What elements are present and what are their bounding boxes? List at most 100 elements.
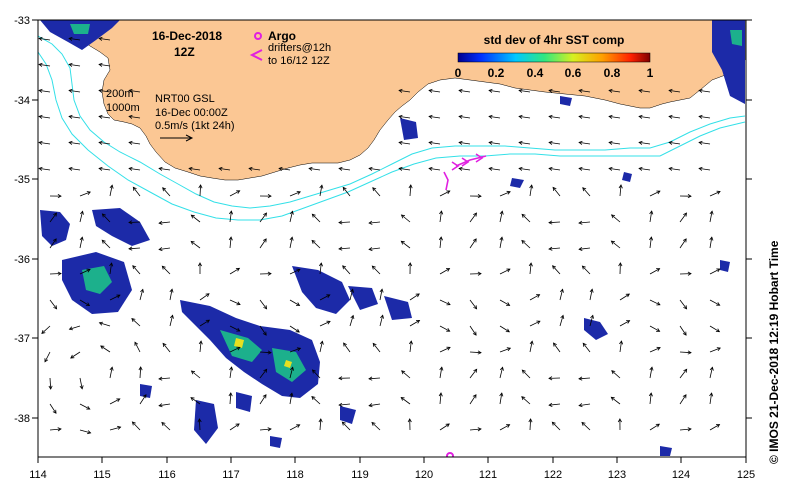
- current-arrow: [159, 168, 171, 171]
- current-arrow: [69, 90, 81, 93]
- current-arrow-head: [161, 421, 166, 427]
- current-arrow: [639, 142, 651, 145]
- current-arrow-head: [86, 191, 91, 195]
- current-arrow: [499, 268, 511, 275]
- current-arrow: [549, 403, 561, 406]
- current-arrow-head: [68, 88, 73, 93]
- current-arrow-head: [338, 402, 343, 407]
- current-arrow-head: [379, 288, 384, 293]
- current-arrow-head: [158, 376, 163, 381]
- current-arrow: [578, 221, 591, 224]
- current-arrow-head: [131, 318, 136, 323]
- current-arrow-head: [109, 184, 114, 189]
- lon-tick-label: 115: [93, 469, 111, 481]
- current-arrow: [429, 90, 441, 93]
- current-arrow: [548, 221, 561, 224]
- current-arrow: [679, 351, 692, 354]
- current-arrow: [109, 294, 121, 301]
- current-arrow-head: [578, 376, 583, 381]
- current-arrow-head: [529, 340, 534, 345]
- current-arrow: [609, 142, 621, 145]
- current-arrow-head: [161, 265, 166, 270]
- current-arrow-head: [342, 186, 347, 191]
- current-arrow: [229, 299, 241, 305]
- current-arrow: [134, 342, 141, 353]
- current-arrow-head: [98, 88, 103, 93]
- current-arrow-head: [506, 347, 512, 352]
- current-arrow-head: [128, 220, 133, 225]
- current-arrow: [259, 212, 267, 223]
- current-arrow-head: [311, 239, 316, 244]
- current-arrow-head: [140, 288, 144, 293]
- current-arrow: [79, 299, 90, 306]
- lon-tick-label: 118: [286, 469, 304, 481]
- current-arrow: [469, 351, 482, 354]
- current-arrow: [579, 90, 591, 93]
- current-arrow-head: [101, 239, 106, 244]
- current-arrow-head: [371, 265, 376, 270]
- current-arrow-head: [235, 267, 241, 272]
- current-arrow: [289, 268, 301, 275]
- current-arrow: [709, 367, 713, 379]
- currents-model-label: NRT00 GSL: [155, 93, 215, 105]
- current-arrow-head: [326, 294, 331, 299]
- current-arrow: [129, 116, 141, 119]
- current-arrow: [199, 293, 210, 301]
- current-arrow: [49, 273, 62, 275]
- current-arrow: [521, 396, 531, 405]
- current-arrow-head: [128, 140, 133, 145]
- current-arrow-head: [38, 36, 43, 41]
- title-block: 16-Dec-2018 12Z: [152, 29, 222, 59]
- current-arrow: [319, 341, 323, 353]
- current-arrow-head: [368, 376, 373, 381]
- current-arrow-head: [44, 358, 49, 363]
- current-arrow-head: [709, 210, 714, 215]
- current-arrow: [529, 418, 531, 431]
- lat-tick-label: -34: [14, 95, 30, 107]
- current-arrow-head: [446, 190, 451, 195]
- current-arrow-head: [98, 114, 103, 119]
- current-arrow-head: [188, 166, 193, 171]
- current-arrow: [609, 116, 621, 119]
- current-arrow: [289, 325, 300, 333]
- lon-tick-label: 116: [158, 469, 176, 481]
- current-arrow-head: [638, 114, 643, 119]
- current-arrow: [79, 269, 91, 275]
- current-arrow-head: [618, 262, 623, 267]
- current-arrow: [369, 168, 381, 171]
- current-arrow-head: [472, 238, 477, 243]
- drifter-head: [451, 161, 460, 171]
- isobath-200-label: 200m: [106, 88, 134, 100]
- current-arrow-head: [656, 190, 661, 195]
- current-arrow-head: [132, 265, 137, 270]
- current-arrow-head: [445, 423, 450, 428]
- current-arrow: [319, 418, 322, 431]
- current-arrow: [229, 267, 240, 275]
- current-arrow-head: [190, 370, 196, 375]
- lon-tick-label: 122: [544, 469, 562, 481]
- current-arrow: [249, 168, 261, 171]
- current-arrow-head: [162, 342, 167, 347]
- current-arrow-head: [581, 265, 586, 270]
- current-arrow-head: [488, 140, 493, 145]
- current-arrow-head: [488, 88, 493, 93]
- current-arrow-head: [158, 166, 163, 171]
- current-arrow: [611, 370, 621, 379]
- current-arrow-head: [617, 418, 622, 423]
- current-arrow-head: [477, 427, 482, 432]
- current-arrow: [319, 263, 322, 275]
- current-arrow-head: [687, 427, 692, 432]
- current-arrow: [372, 187, 381, 197]
- current-arrow: [190, 397, 201, 405]
- drifters-label-2: to 16/12 12Z: [268, 55, 330, 67]
- current-arrow: [109, 185, 113, 197]
- current-arrow-head: [190, 240, 195, 245]
- current-arrow: [379, 315, 384, 327]
- current-arrow: [699, 116, 711, 119]
- current-arrow-head: [618, 184, 623, 189]
- current-arrow-head: [326, 320, 331, 325]
- current-arrow-head: [318, 262, 323, 267]
- current-arrow-head: [98, 140, 103, 145]
- current-arrow-head: [582, 342, 587, 347]
- current-arrow: [679, 238, 687, 249]
